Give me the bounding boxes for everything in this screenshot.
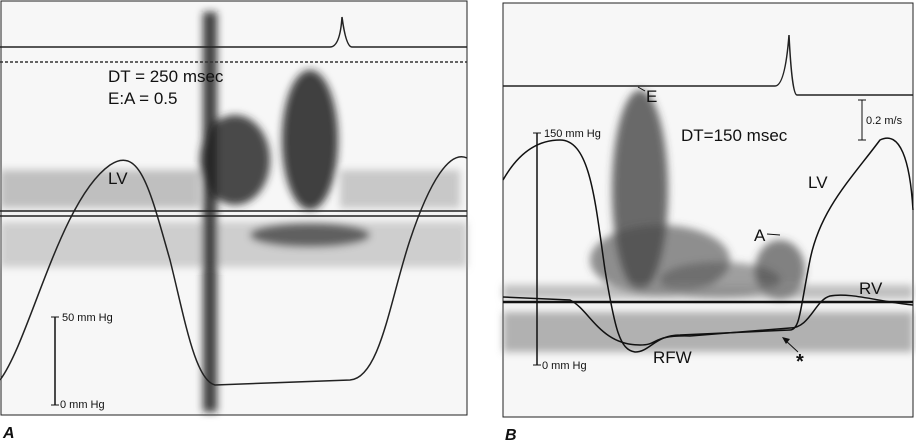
panel-b-scale-bottom-label: 0 mm Hg	[542, 360, 587, 372]
panel-a-ea-ratio-label: E:A = 0.5	[108, 89, 177, 108]
panel-a-dt-label: DT = 250 msec	[108, 67, 224, 86]
panel-b-a-label: A	[754, 226, 766, 245]
panel-a-doppler-signal	[0, 12, 467, 412]
panel-b-ecg-trace	[503, 34, 913, 96]
panel-b-scale-top-label: 150 mm Hg	[544, 128, 601, 140]
panel-a: 50 mm Hg 0 mm Hg DT = 250 msec E:A = 0.5…	[0, 0, 468, 442]
panel-b-rv-label: RV	[859, 279, 883, 298]
panel-b-e-pointer	[637, 86, 646, 92]
panel-b-doppler-signal	[503, 90, 913, 352]
panel-b-lv-pressure-curve	[502, 137, 914, 353]
panel-a-lv-pressure-curve	[0, 156, 468, 386]
panel-a-scale-bottom-label: 0 mm Hg	[60, 399, 105, 411]
panel-b-rv-pressure-curve	[502, 294, 914, 346]
panel-b: 150 mm Hg 0 mm Hg 0.2 m/s DT=150 msec E …	[502, 2, 914, 443]
panel-b-rfw-label: RFW	[653, 348, 692, 367]
panel-b-letter: B	[505, 427, 517, 443]
panel-a-lv-label: LV	[108, 169, 128, 188]
panel-b-frame	[502, 2, 914, 418]
panel-a-letter: A	[2, 425, 15, 442]
panel-b-e-label: E	[646, 87, 657, 106]
panel-a-scale-top-label: 50 mm Hg	[62, 312, 113, 324]
panel-b-star-label: *	[796, 351, 804, 373]
panel-b-velocity-scale-label: 0.2 m/s	[866, 115, 903, 127]
panel-a-ecg-trace	[0, 16, 467, 48]
panel-b-lv-label: LV	[808, 173, 828, 192]
panel-b-dt-label: DT=150 msec	[681, 126, 788, 145]
panel-b-arrowhead	[782, 337, 790, 344]
panel-b-a-pointer	[766, 233, 781, 236]
